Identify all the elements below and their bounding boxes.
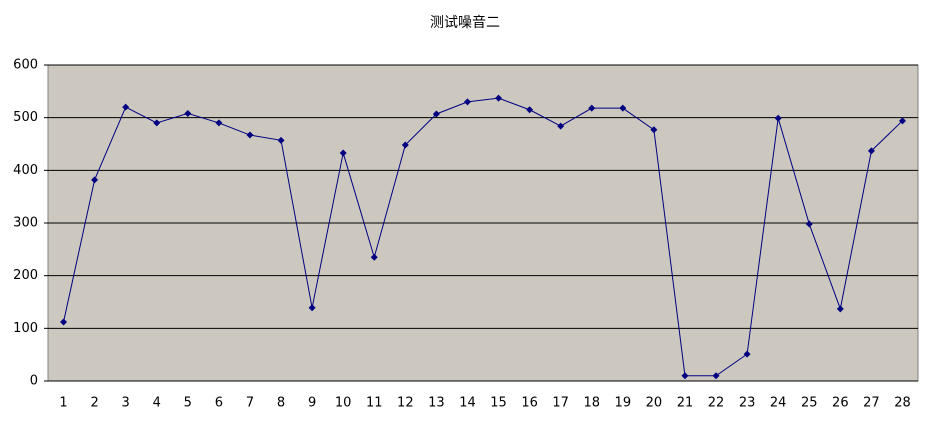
x-tick-label: 26 [832, 396, 849, 411]
data-point [774, 114, 782, 122]
x-tick-label: 8 [277, 396, 285, 411]
x-tick-label: 19 [615, 396, 632, 411]
data-point [215, 119, 223, 127]
data-point [401, 141, 409, 149]
chart-title: 测试噪音二 [430, 14, 500, 31]
data-point [308, 304, 316, 312]
x-tick-label: 7 [246, 396, 254, 411]
data-point [712, 372, 720, 380]
x-tick-label: 4 [153, 396, 161, 411]
data-point [557, 122, 565, 130]
x-tick-label: 24 [770, 396, 787, 411]
y-tick-label: 200 [13, 268, 38, 283]
x-tick-label: 25 [801, 396, 818, 411]
y-tick-label: 300 [13, 216, 38, 231]
data-point [91, 176, 99, 184]
x-tick-label: 14 [459, 396, 476, 411]
data-point [370, 253, 378, 261]
x-tick-label: 11 [366, 396, 383, 411]
data-point [432, 110, 440, 118]
data-point [122, 103, 130, 111]
data-point [184, 109, 192, 117]
x-tick-label: 3 [122, 396, 130, 411]
x-tick-label: 13 [428, 396, 445, 411]
data-point [867, 147, 875, 155]
y-tick-label: 100 [13, 321, 38, 336]
data-point [898, 117, 906, 125]
data-point [339, 149, 347, 157]
x-tick-label: 27 [863, 396, 880, 411]
y-tick-label: 400 [13, 163, 38, 178]
x-tick-label: 15 [490, 396, 507, 411]
data-point [836, 305, 844, 313]
data-point [805, 220, 813, 228]
x-tick-label: 22 [708, 396, 725, 411]
data-point [60, 318, 68, 326]
x-tick-label: 18 [583, 396, 600, 411]
data-point [463, 98, 471, 106]
data-point [526, 106, 534, 114]
data-point [588, 104, 596, 112]
data-point [495, 94, 503, 102]
x-tick-label: 1 [59, 396, 67, 411]
x-tick-label: 21 [677, 396, 694, 411]
x-tick-label: 16 [521, 396, 538, 411]
x-tick-label: 17 [552, 396, 569, 411]
y-tick-label: 600 [13, 58, 38, 73]
x-tick-label: 20 [646, 396, 663, 411]
x-tick-label: 9 [308, 396, 316, 411]
data-point [650, 126, 658, 134]
x-tick-label: 6 [215, 396, 223, 411]
x-tick-label: 2 [90, 396, 98, 411]
data-line [63, 97, 903, 377]
data-point [246, 131, 254, 139]
y-tick-label: 0 [30, 374, 38, 389]
x-tick-label: 28 [894, 396, 911, 411]
data-point [277, 136, 285, 144]
x-tick-label: 12 [397, 396, 414, 411]
data-point [153, 119, 161, 127]
data-point [619, 104, 627, 112]
x-tick-label: 10 [335, 396, 352, 411]
data-point [681, 372, 689, 380]
data-point [743, 350, 751, 358]
x-tick-label: 5 [184, 396, 192, 411]
y-tick-label: 500 [13, 110, 38, 125]
x-tick-label: 23 [739, 396, 756, 411]
